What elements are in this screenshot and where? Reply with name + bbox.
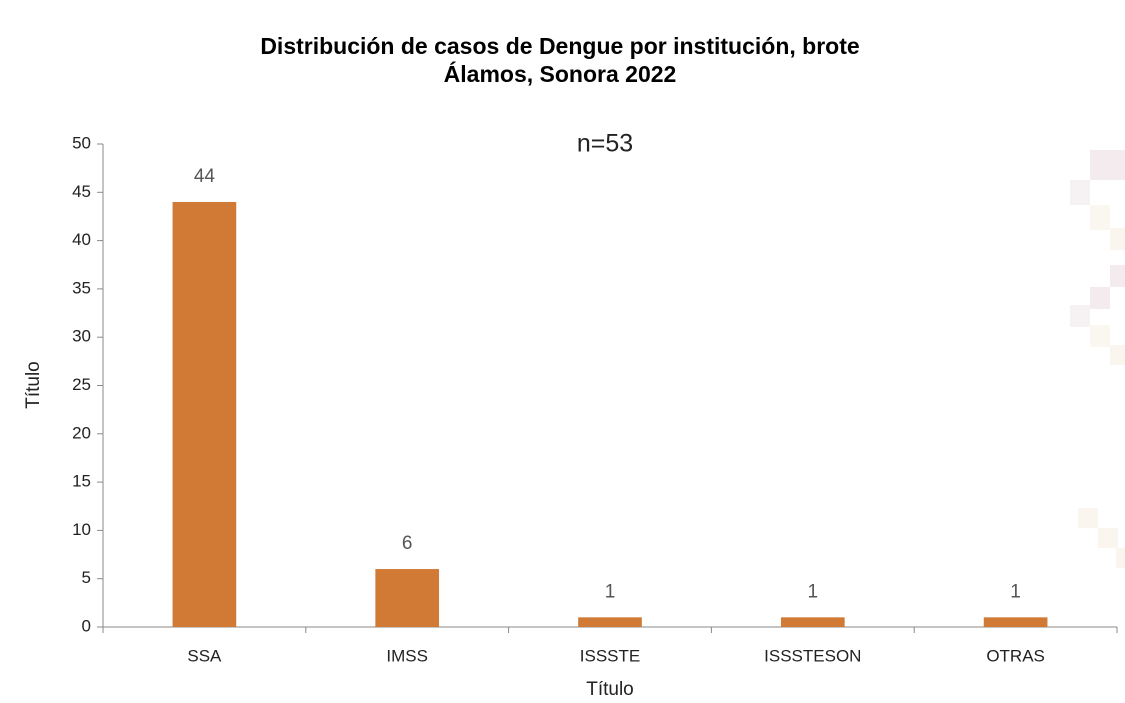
y-tick-label: 35 — [72, 278, 91, 297]
x-axis-label: Título — [586, 679, 634, 700]
y-tick-label: 5 — [82, 568, 91, 587]
bar — [172, 201, 237, 627]
x-tick-label: OTRAS — [986, 646, 1045, 665]
x-tick-label: ISSSTESON — [764, 646, 861, 665]
y-tick-label: 0 — [82, 616, 91, 635]
bar — [578, 617, 642, 627]
bar — [983, 617, 1048, 627]
y-tick-label: 40 — [72, 230, 91, 249]
y-tick-label: 50 — [72, 133, 91, 152]
bar — [375, 569, 440, 627]
y-tick-label: 30 — [72, 327, 91, 346]
chart-title: Álamos, Sonora 2022 — [444, 60, 677, 87]
data-label: 1 — [808, 581, 819, 602]
y-tick-label: 15 — [72, 472, 91, 491]
background-decoration — [1070, 150, 1125, 568]
data-label: 44 — [194, 166, 216, 187]
y-tick-label: 10 — [72, 520, 91, 539]
chart-title: Distribución de casos de Dengue por inst… — [260, 33, 859, 59]
y-axis-label: Título — [23, 361, 44, 409]
data-label: 1 — [605, 581, 616, 602]
y-tick-label: 25 — [72, 375, 91, 394]
x-tick-label: SSA — [187, 646, 222, 665]
x-tick-label: IMSS — [386, 646, 428, 665]
data-label: 6 — [402, 533, 413, 554]
bar — [780, 617, 845, 627]
annotation: n=53 — [577, 130, 633, 158]
data-label: 1 — [1010, 581, 1021, 602]
y-tick-label: 20 — [72, 423, 91, 442]
y-tick-label: 45 — [72, 182, 91, 201]
x-tick-label: ISSSTE — [580, 646, 640, 665]
